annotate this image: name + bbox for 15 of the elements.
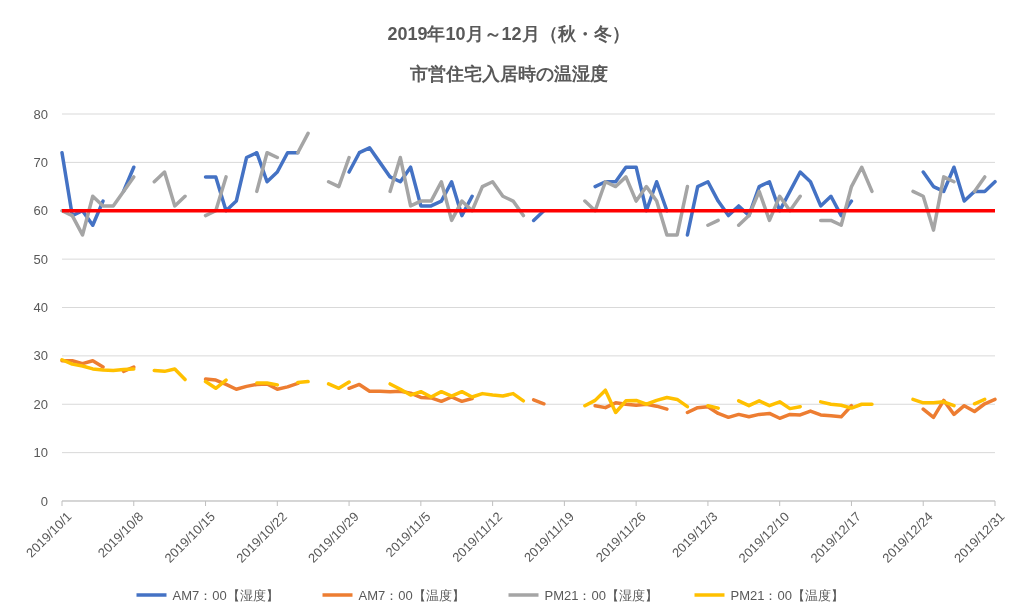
y-tick-label: 50 <box>33 251 48 267</box>
chart-subtitle: 市営住宅入居時の温湿度 <box>408 64 608 84</box>
y-tick-label: 70 <box>33 154 48 170</box>
y-tick-label: 10 <box>33 445 48 461</box>
legend-label: PM21：00【湿度】 <box>544 588 658 603</box>
chart-title: 2019年10月～12月（秋・冬） <box>387 24 630 44</box>
legend-label: PM21：00【温度】 <box>730 588 844 603</box>
legend-label: AM7：00【温度】 <box>358 588 465 603</box>
y-tick-label: 0 <box>40 493 48 509</box>
y-tick-label: 20 <box>33 396 48 412</box>
y-tick-label: 30 <box>33 348 48 364</box>
y-tick-label: 80 <box>33 106 48 122</box>
y-tick-label: 60 <box>33 203 48 219</box>
legend-label: AM7：00【湿度】 <box>172 588 279 603</box>
y-tick-label: 40 <box>33 300 48 316</box>
